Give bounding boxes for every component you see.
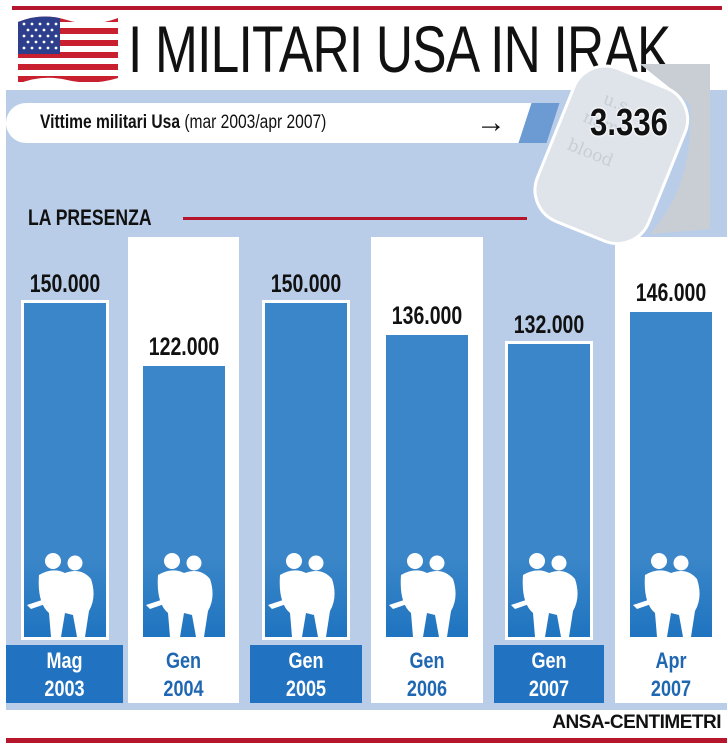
category-label: Gen 2005: [250, 645, 362, 703]
bar: [21, 300, 109, 640]
category-month: Gen: [531, 648, 567, 673]
soldiers-icon: [389, 553, 456, 637]
category-label: Mag 2003: [6, 645, 123, 703]
bar-value-label: 136.000: [391, 302, 463, 330]
bar-value-label: 150.000: [270, 270, 342, 298]
us-flag-icon: [18, 16, 118, 85]
category-label: Gen 2007: [494, 645, 604, 703]
bar: [262, 300, 350, 640]
dog-tag-icon: u.s. name blood: [533, 64, 710, 246]
victims-period: (mar 2003/apr 2007): [184, 112, 327, 133]
category-month: Apr: [655, 648, 687, 673]
soldiers-icon: [511, 553, 578, 637]
category-year: 2007: [528, 676, 570, 701]
category-year: 2003: [44, 676, 85, 701]
bar-value-label: 150.000: [29, 270, 101, 298]
category-year: 2005: [285, 676, 327, 701]
bar: [383, 332, 471, 640]
bar: [140, 363, 228, 640]
soldiers-icon: [27, 553, 94, 637]
soldiers-icon: [268, 553, 335, 637]
category-year: 2006: [406, 676, 448, 701]
bar: [627, 309, 715, 640]
bar-value-label: 122.000: [148, 333, 220, 361]
soldiers-icon: [146, 553, 213, 637]
category-year: 2007: [650, 676, 692, 701]
victims-count: 3.336: [590, 102, 668, 144]
arrow-right-icon: →: [476, 106, 506, 139]
category-label: Apr 2007: [615, 645, 727, 703]
bar-value-label: 132.000: [513, 311, 585, 339]
category-month: Mag: [46, 648, 83, 673]
page-title: I MILITARI USA IN IRAK: [128, 12, 671, 86]
source-credit: ANSA-CENTIMETRI: [552, 712, 721, 733]
soldiers-icon: [633, 553, 700, 637]
category-month: Gen: [288, 648, 324, 673]
bar-value-label: 146.000: [635, 279, 707, 307]
bar: [505, 341, 593, 640]
victims-banner: Vittime militari Usa (mar 2003/apr 2007)…: [6, 103, 546, 143]
victims-label: Vittime militari Usa (mar 2003/apr 2007): [40, 103, 326, 143]
category-month: Gen: [165, 648, 202, 673]
bottom-rule: [6, 738, 727, 743]
section-title: LA PRESENZA: [28, 205, 152, 230]
top-rule: [12, 6, 722, 10]
category-label: Gen 2006: [371, 645, 483, 703]
category-label: Gen 2004: [128, 645, 239, 703]
section-rule: [183, 217, 527, 220]
victims-label-bold: Vittime militari Usa: [40, 112, 180, 133]
category-month: Gen: [409, 648, 445, 673]
category-year: 2004: [163, 676, 204, 701]
